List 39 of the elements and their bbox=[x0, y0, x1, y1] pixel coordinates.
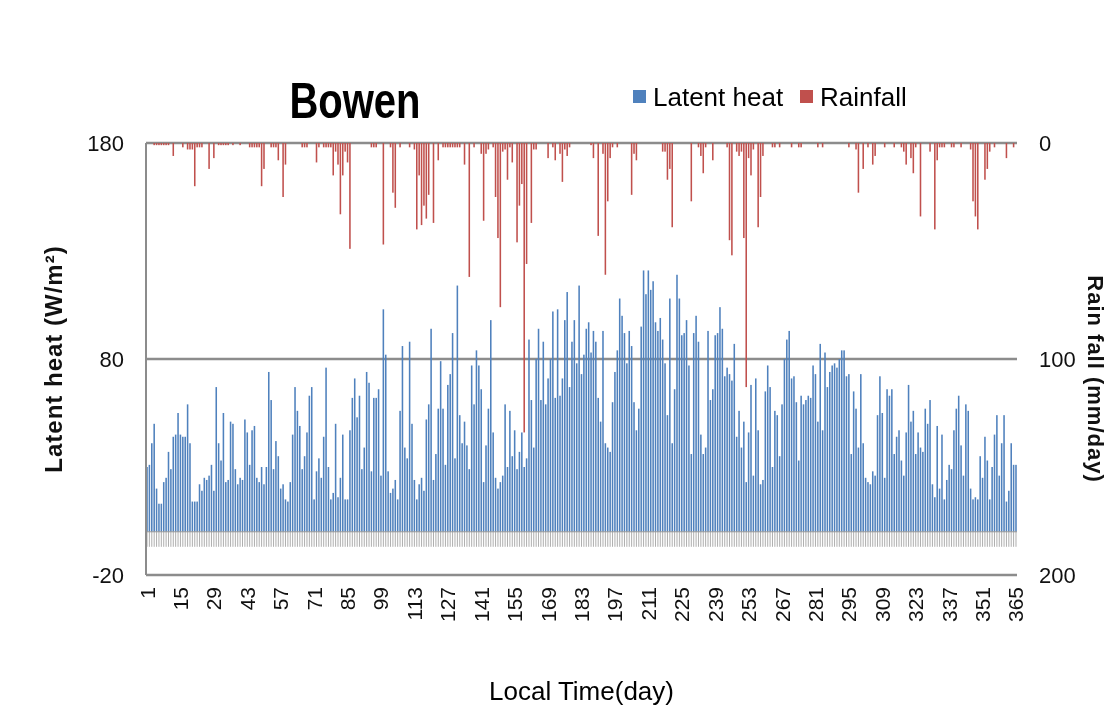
y2-tick-label: 0 bbox=[1039, 130, 1052, 156]
x-tick-label: 225 bbox=[670, 587, 694, 623]
x-tick-label: 29 bbox=[202, 587, 226, 611]
x-tick-label: 127 bbox=[436, 587, 460, 623]
x-tick-label: 85 bbox=[336, 587, 360, 611]
y-tick-label: 180 bbox=[87, 130, 124, 156]
x-tick-label: 351 bbox=[971, 587, 995, 623]
x-tick-label: 155 bbox=[503, 587, 527, 623]
y2-axis-title: Rain fall (mm/day) bbox=[1083, 275, 1108, 483]
x-tick-label: 267 bbox=[770, 587, 794, 623]
x-tick-label: 309 bbox=[870, 587, 894, 623]
x-tick-label: 15 bbox=[168, 587, 192, 611]
x-tick-label: 43 bbox=[235, 587, 259, 611]
x-tick-label: 141 bbox=[469, 587, 493, 623]
y-axis-title: Latent heat (W/m²) bbox=[40, 245, 67, 473]
x-tick-label: 211 bbox=[636, 587, 660, 621]
y-tick-label: 80 bbox=[99, 346, 124, 372]
x-tick-label: 365 bbox=[1004, 587, 1028, 623]
x-tick-label: 1 bbox=[135, 587, 159, 599]
legend-label: Rainfall bbox=[820, 82, 907, 112]
legend-label: Latent heat bbox=[653, 82, 784, 112]
x-axis-title: Local Time(day) bbox=[489, 676, 674, 706]
x-tick-label: 113 bbox=[402, 587, 426, 621]
x-tick-label: 239 bbox=[703, 587, 727, 623]
x-tick-label: 99 bbox=[369, 587, 393, 611]
x-tick-label: 281 bbox=[803, 587, 827, 623]
x-tick-label: 253 bbox=[737, 587, 761, 623]
y2-tick-label: 200 bbox=[1039, 562, 1076, 588]
x-tick-label: 169 bbox=[536, 587, 560, 623]
x-tick-label: 57 bbox=[269, 587, 293, 611]
x-tick-label: 183 bbox=[570, 587, 593, 623]
x-tick-label: 295 bbox=[837, 587, 861, 623]
x-tick-label: 71 bbox=[302, 587, 326, 611]
chart-title: Bowen bbox=[289, 72, 421, 130]
x-tick-label: 337 bbox=[937, 587, 961, 623]
x-tick-label: 323 bbox=[904, 587, 928, 623]
y-tick-label: -20 bbox=[92, 562, 124, 588]
y2-tick-label: 100 bbox=[1039, 346, 1076, 372]
x-tick-label: 197 bbox=[603, 587, 627, 623]
